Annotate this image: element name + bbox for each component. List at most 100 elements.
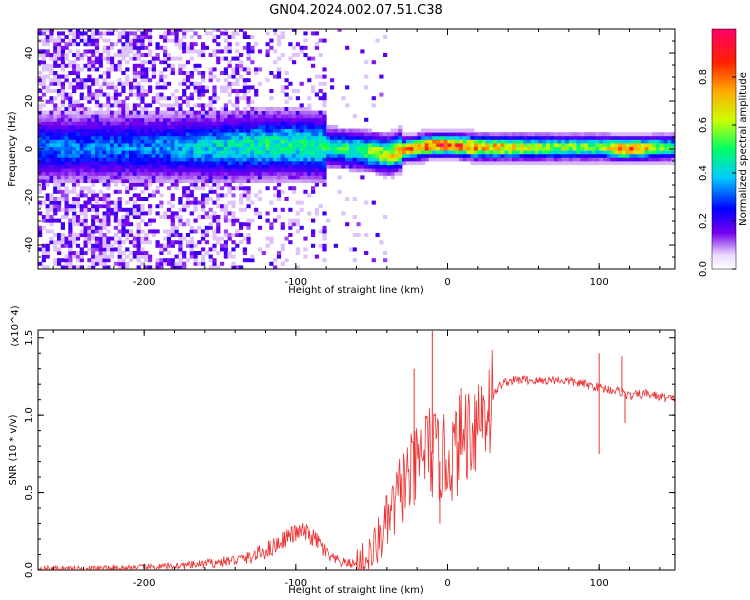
heatmap-cell (292, 89, 297, 93)
heatmap-cell (41, 114, 46, 119)
heatmap-cell (303, 114, 308, 119)
heatmap-cell (375, 157, 380, 162)
heatmap-cell (220, 132, 225, 137)
heatmap-cell (148, 29, 153, 32)
heatmap-cell (284, 85, 289, 90)
heatmap-cell (223, 193, 228, 198)
heatmap-cell (489, 153, 494, 158)
heatmap-cell (625, 143, 630, 147)
heatmap-cell (125, 150, 130, 155)
heatmap-cell (159, 182, 164, 187)
heatmap-cell (148, 35, 153, 39)
heatmap-cell (595, 135, 600, 140)
heatmap-cell (352, 247, 357, 252)
heatmap-cell (451, 153, 456, 158)
heatmap-cell (379, 143, 384, 147)
heatmap-cell (129, 42, 134, 47)
heatmap-cell (398, 135, 403, 140)
heatmap-cell (204, 211, 209, 216)
heatmap-cell (75, 53, 81, 57)
heatmap-cell (299, 153, 304, 158)
heatmap-cell (151, 135, 156, 140)
heatmap-cell (640, 143, 646, 147)
heatmap-cell (352, 146, 357, 151)
heatmap-cell (117, 114, 122, 119)
heatmap-cell (174, 135, 179, 140)
heatmap-cell (148, 153, 153, 158)
heatmap-cell (227, 35, 232, 39)
heatmap-cell (91, 254, 96, 259)
heatmap-cell (87, 179, 92, 183)
heatmap-cell (330, 139, 335, 144)
heatmap-cell (121, 207, 126, 212)
heatmap-cell (189, 132, 194, 137)
heatmap-cell (364, 143, 369, 147)
heatmap-cell (276, 125, 282, 129)
heatmap-cell (265, 49, 270, 54)
heatmap-cell (38, 168, 43, 173)
heatmap-cell (311, 175, 316, 180)
heatmap-cell (455, 143, 460, 147)
heatmap-cell (371, 132, 376, 137)
heatmap-cell (193, 103, 198, 108)
heatmap-cell (386, 161, 391, 165)
heatmap-cell (178, 38, 183, 43)
heatmap-cell (132, 132, 137, 137)
heatmap-cell (299, 121, 304, 126)
heatmap-cell (201, 92, 206, 97)
heatmap-cell (174, 121, 179, 126)
heatmap-cell (640, 161, 646, 165)
heatmap-cell (60, 53, 65, 57)
heatmap-cell (231, 153, 236, 158)
heatmap-cell (79, 31, 84, 36)
heatmap-cell (151, 99, 156, 104)
heatmap-cell (390, 132, 395, 137)
heatmap-cell (208, 74, 213, 79)
heatmap-cell (288, 218, 293, 223)
heatmap-cell (549, 157, 555, 162)
heatmap-cell (170, 143, 175, 147)
heatmap-cell (242, 128, 247, 133)
heatmap-cell (439, 132, 445, 137)
heatmap-cell (318, 146, 323, 151)
heatmap-cell (68, 153, 73, 158)
heatmap-cell (591, 143, 596, 147)
heatmap-cell (227, 132, 232, 137)
heatmap-cell (348, 164, 354, 169)
heatmap-cell (269, 157, 274, 162)
heatmap-cell (197, 132, 202, 137)
heatmap-cell (265, 143, 270, 147)
heatmap-cell (79, 67, 84, 72)
heatmap-cell (265, 53, 270, 57)
heatmap-cell (314, 117, 319, 122)
heatmap-cell (443, 139, 448, 144)
heatmap-cell (273, 74, 278, 79)
heatmap-cell (83, 63, 88, 68)
heatmap-cell (231, 114, 236, 119)
heatmap-cell (155, 117, 160, 122)
heatmap-cell (182, 35, 187, 39)
heatmap-cell (458, 143, 464, 147)
heatmap-cell (295, 128, 300, 133)
heatmap-cell (178, 125, 183, 129)
heatmap-cell (68, 222, 73, 227)
heatmap-cell (220, 175, 225, 180)
heatmap-cell (87, 63, 92, 68)
heatmap-cell (189, 121, 194, 126)
heatmap-cell (53, 78, 58, 83)
heatmap-cell (60, 193, 65, 198)
heatmap-cell (216, 161, 221, 165)
heatmap-cell (117, 157, 122, 162)
heatmap-cell (201, 114, 206, 119)
heatmap-cell (348, 153, 354, 158)
heatmap-cell (193, 168, 198, 173)
heatmap-cell (64, 107, 69, 111)
heatmap-cell (614, 146, 619, 151)
heatmap-cell (303, 117, 308, 122)
heatmap-cell (72, 103, 77, 108)
heatmap-cell (57, 204, 62, 209)
heatmap-cell (106, 45, 111, 50)
heatmap-cell (64, 258, 69, 263)
heatmap-cell (257, 110, 263, 115)
heatmap-cell (53, 56, 58, 61)
